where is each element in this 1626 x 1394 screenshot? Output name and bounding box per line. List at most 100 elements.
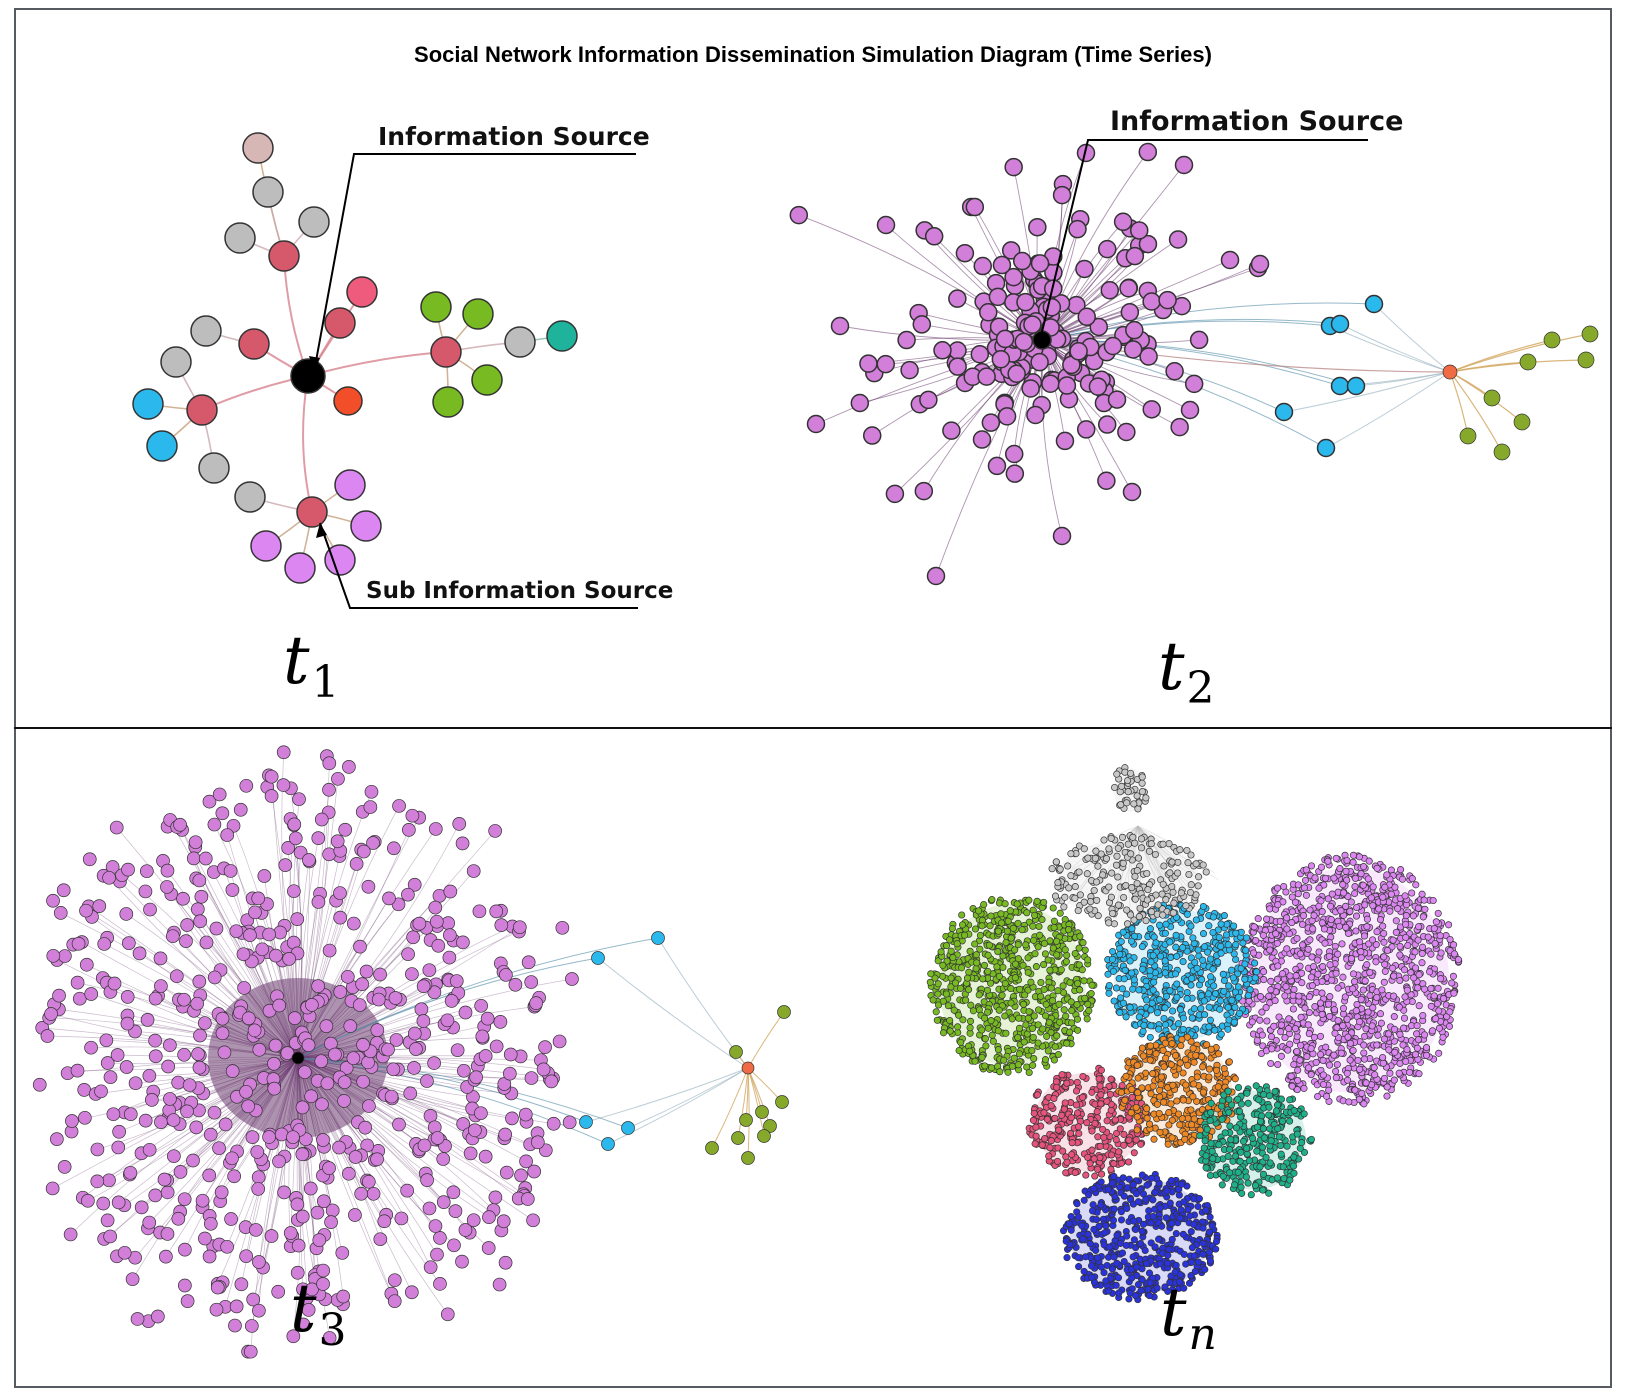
follower-node (224, 1212, 238, 1226)
green-node (1493, 443, 1511, 461)
cluster-node (1043, 1115, 1051, 1123)
follower-node (373, 1232, 388, 1247)
follower-node (1158, 290, 1177, 310)
cluster-node (1383, 1083, 1391, 1091)
follower-node (290, 1265, 305, 1280)
cluster-node (1302, 866, 1310, 874)
cluster-node (1024, 954, 1032, 962)
follower-node (387, 1294, 402, 1309)
cluster-node (1041, 1056, 1050, 1064)
follower-node (1129, 221, 1149, 240)
cluster-node (1392, 917, 1400, 925)
cluster-node (965, 986, 973, 994)
cluster-node (1389, 964, 1397, 972)
cyan-node (601, 1137, 615, 1151)
follower-node (1184, 374, 1204, 394)
cluster-node (1050, 1094, 1058, 1103)
cluster-node (1218, 1181, 1226, 1189)
cluster-node (1073, 1001, 1081, 1009)
follower-node (341, 1166, 356, 1181)
follower-node (503, 1047, 518, 1062)
cluster-node (1294, 1076, 1302, 1084)
leaf-node (504, 326, 536, 358)
follower-node (94, 1084, 108, 1099)
cluster-node (1325, 952, 1333, 960)
cluster-node (1357, 870, 1365, 878)
cluster-node (961, 931, 969, 939)
follower-node (789, 205, 809, 225)
cluster-node (1350, 978, 1359, 986)
cluster-node (1251, 974, 1259, 982)
follower-node (332, 1140, 346, 1155)
cluster-node (1073, 979, 1082, 988)
cluster-node (1318, 989, 1326, 997)
follower-node (469, 1070, 483, 1085)
follower-node (363, 800, 378, 814)
cluster-node (1059, 1147, 1067, 1155)
cluster-node (1155, 1025, 1163, 1033)
cluster-node (1318, 1010, 1326, 1018)
cluster-node (1055, 1000, 1063, 1008)
cluster-node (1424, 933, 1432, 941)
follower-node (933, 341, 952, 360)
cluster-node (1373, 1041, 1381, 1049)
cluster-node (1084, 1153, 1092, 1161)
cluster-node (1217, 920, 1225, 928)
cluster-node (1054, 1050, 1062, 1059)
follower-node (314, 1054, 329, 1069)
cluster-node (1043, 1032, 1051, 1040)
follower-node (90, 1174, 105, 1189)
follower-node (1089, 317, 1109, 337)
leaf-node (420, 291, 452, 323)
cluster-node (939, 997, 947, 1005)
follower-node (220, 828, 235, 842)
follower-node (121, 936, 136, 951)
follower-node (1125, 320, 1144, 340)
cluster-node (1429, 896, 1437, 905)
cluster-node (1418, 949, 1426, 958)
cluster-node (986, 922, 994, 930)
cluster-node (1119, 999, 1128, 1007)
follower-node (143, 902, 157, 917)
cluster-node (1259, 1170, 1268, 1178)
cluster-node (1315, 884, 1323, 892)
cluster-node (1161, 969, 1169, 977)
follower-node (422, 1201, 437, 1216)
follower-node (1123, 340, 1143, 359)
cluster-node (1083, 1119, 1091, 1127)
follower-node (173, 1165, 188, 1179)
follower-node (488, 824, 503, 838)
cluster-node (1079, 939, 1087, 947)
cluster-node (1351, 1086, 1359, 1094)
follower-node (191, 1047, 205, 1061)
cluster-node (1190, 1080, 1198, 1088)
follower-node (1023, 315, 1042, 334)
follower-node (161, 1059, 176, 1074)
cluster-node (1071, 949, 1079, 958)
follower-node (267, 1081, 282, 1096)
follower-node (544, 1074, 559, 1089)
follower-node (1007, 364, 1026, 384)
cluster-node (1349, 858, 1357, 866)
cluster-node (1217, 997, 1225, 1005)
follower-node (555, 920, 570, 935)
follower-node (489, 1039, 504, 1054)
cluster-node (1426, 968, 1434, 976)
cluster-node (1201, 943, 1209, 951)
cluster-node (1121, 966, 1129, 974)
cluster-node (1339, 1022, 1347, 1030)
cluster-node (1201, 1137, 1209, 1145)
follower-node (46, 893, 60, 908)
cluster-node (1063, 1039, 1071, 1047)
cluster-node (1031, 950, 1039, 958)
follower-node (1055, 431, 1075, 451)
follower-node (198, 1231, 212, 1246)
cluster-node (1273, 884, 1282, 892)
network-edge (1283, 371, 1451, 413)
cluster-node (1343, 856, 1351, 865)
follower-node (252, 1303, 266, 1318)
leaf-node (198, 452, 230, 484)
cluster-node (1062, 1012, 1070, 1020)
cluster-node (1309, 925, 1317, 933)
cluster-node (1162, 920, 1170, 928)
